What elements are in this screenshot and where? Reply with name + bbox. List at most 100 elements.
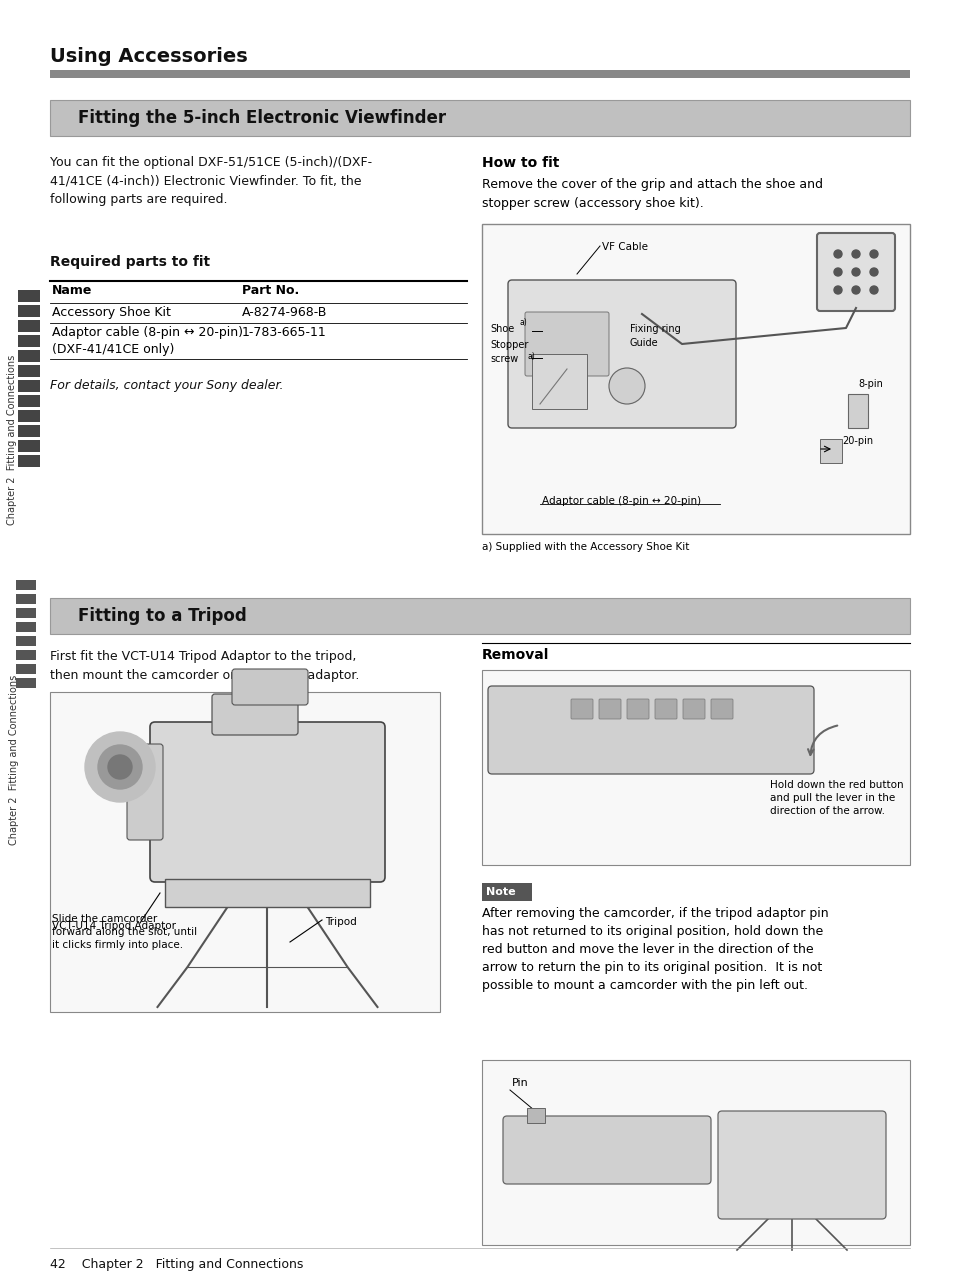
- Text: a): a): [519, 318, 527, 327]
- FancyBboxPatch shape: [718, 1111, 885, 1219]
- Text: Note: Note: [485, 887, 515, 897]
- Bar: [16, 678, 36, 688]
- Text: VF Cable: VF Cable: [601, 242, 647, 252]
- Text: Fitting the 5-inch Electronic Viewfinder: Fitting the 5-inch Electronic Viewfinder: [78, 110, 446, 127]
- Bar: [18, 395, 40, 406]
- Bar: [481, 224, 909, 534]
- FancyBboxPatch shape: [598, 699, 620, 719]
- FancyBboxPatch shape: [524, 312, 608, 376]
- Bar: [18, 364, 40, 377]
- FancyBboxPatch shape: [127, 744, 163, 840]
- Text: Guide: Guide: [629, 338, 658, 348]
- Bar: [18, 426, 40, 437]
- Bar: [50, 598, 909, 634]
- Text: Part No.: Part No.: [242, 284, 299, 297]
- Text: Chapter 2  Fitting and Connections: Chapter 2 Fitting and Connections: [9, 675, 19, 845]
- Circle shape: [833, 250, 841, 259]
- Circle shape: [833, 285, 841, 294]
- Text: Adaptor cable (8-pin ↔ 20-pin)
(DXF-41/41CE only): Adaptor cable (8-pin ↔ 20-pin) (DXF-41/4…: [52, 326, 243, 355]
- Text: Remove the cover of the grip and attach the shoe and
stopper screw (accessory sh: Remove the cover of the grip and attach …: [481, 178, 822, 209]
- Text: Fixing ring: Fixing ring: [629, 324, 680, 334]
- Text: For details, contact your Sony dealer.: For details, contact your Sony dealer.: [50, 378, 283, 392]
- Text: Tripod: Tripod: [325, 917, 356, 927]
- Text: A-8274-968-B: A-8274-968-B: [242, 306, 327, 318]
- Text: 8-pin: 8-pin: [857, 378, 882, 389]
- Bar: [481, 1060, 909, 1245]
- FancyBboxPatch shape: [655, 699, 677, 719]
- Bar: [18, 380, 40, 392]
- Bar: [16, 580, 36, 590]
- Circle shape: [833, 268, 841, 276]
- Text: You can fit the optional DXF-51/51CE (5-inch)/(DXF-
41/41CE (4-inch)) Electronic: You can fit the optional DXF-51/51CE (5-…: [50, 155, 372, 206]
- FancyBboxPatch shape: [526, 1108, 544, 1122]
- Text: a) Supplied with the Accessory Shoe Kit: a) Supplied with the Accessory Shoe Kit: [481, 541, 689, 552]
- Text: Pin: Pin: [512, 1078, 528, 1088]
- Bar: [18, 335, 40, 347]
- Bar: [18, 290, 40, 302]
- Text: Adaptor cable (8-pin ↔ 20-pin): Adaptor cable (8-pin ↔ 20-pin): [541, 496, 700, 506]
- FancyBboxPatch shape: [232, 669, 308, 705]
- Bar: [16, 664, 36, 674]
- Circle shape: [108, 755, 132, 778]
- Text: a): a): [527, 352, 536, 361]
- Circle shape: [851, 268, 859, 276]
- Bar: [18, 455, 40, 468]
- FancyBboxPatch shape: [816, 233, 894, 311]
- Bar: [18, 304, 40, 317]
- Text: How to fit: How to fit: [481, 155, 558, 169]
- Bar: [847, 394, 867, 428]
- Text: screw: screw: [490, 354, 517, 364]
- FancyBboxPatch shape: [502, 1116, 710, 1184]
- Text: Using Accessories: Using Accessories: [50, 47, 248, 66]
- Text: 1-783-665-11: 1-783-665-11: [242, 326, 327, 339]
- Bar: [50, 692, 439, 1012]
- Text: 42    Chapter 2   Fitting and Connections: 42 Chapter 2 Fitting and Connections: [50, 1257, 303, 1271]
- Text: Hold down the red button
and pull the lever in the
direction of the arrow.: Hold down the red button and pull the le…: [769, 780, 902, 817]
- Bar: [532, 354, 586, 409]
- Bar: [18, 320, 40, 333]
- Circle shape: [851, 285, 859, 294]
- Bar: [16, 622, 36, 632]
- Text: Stopper: Stopper: [490, 340, 528, 350]
- FancyBboxPatch shape: [626, 699, 648, 719]
- Circle shape: [869, 285, 877, 294]
- FancyBboxPatch shape: [571, 699, 593, 719]
- Text: First fit the VCT-U14 Tripod Adaptor to the tripod,
then mount the camcorder on : First fit the VCT-U14 Tripod Adaptor to …: [50, 650, 359, 682]
- Text: After removing the camcorder, if the tripod adaptor pin
has not returned to its : After removing the camcorder, if the tri…: [481, 907, 828, 992]
- FancyBboxPatch shape: [150, 722, 385, 882]
- Circle shape: [98, 745, 142, 789]
- Circle shape: [869, 250, 877, 259]
- Bar: [165, 879, 370, 907]
- Text: Removal: Removal: [481, 648, 549, 662]
- Bar: [16, 608, 36, 618]
- FancyBboxPatch shape: [488, 685, 813, 775]
- Bar: [820, 440, 841, 462]
- Bar: [16, 594, 36, 604]
- Bar: [18, 440, 40, 452]
- Bar: [50, 70, 909, 78]
- Text: Name: Name: [52, 284, 92, 297]
- FancyBboxPatch shape: [710, 699, 732, 719]
- FancyBboxPatch shape: [507, 280, 735, 428]
- Circle shape: [85, 733, 154, 803]
- Text: Fitting to a Tripod: Fitting to a Tripod: [78, 606, 247, 626]
- Bar: [481, 670, 909, 865]
- Bar: [18, 410, 40, 422]
- Bar: [50, 99, 909, 136]
- Text: Accessory Shoe Kit: Accessory Shoe Kit: [52, 306, 171, 318]
- Circle shape: [869, 268, 877, 276]
- Text: Required parts to fit: Required parts to fit: [50, 255, 210, 269]
- Bar: [481, 883, 532, 901]
- Bar: [18, 350, 40, 362]
- Text: Slide the camcorder
forward along the slot, until
it clicks firmly into place.: Slide the camcorder forward along the sl…: [52, 913, 197, 950]
- Text: Chapter 2  Fitting and Connections: Chapter 2 Fitting and Connections: [7, 355, 17, 525]
- Bar: [16, 636, 36, 646]
- Circle shape: [608, 368, 644, 404]
- Text: Shoe: Shoe: [490, 324, 514, 334]
- Circle shape: [851, 250, 859, 259]
- Bar: [16, 650, 36, 660]
- FancyBboxPatch shape: [682, 699, 704, 719]
- Text: VCT-U14 Tripod Adaptor: VCT-U14 Tripod Adaptor: [52, 921, 175, 931]
- Text: 20-pin: 20-pin: [841, 436, 872, 446]
- FancyBboxPatch shape: [212, 694, 297, 735]
